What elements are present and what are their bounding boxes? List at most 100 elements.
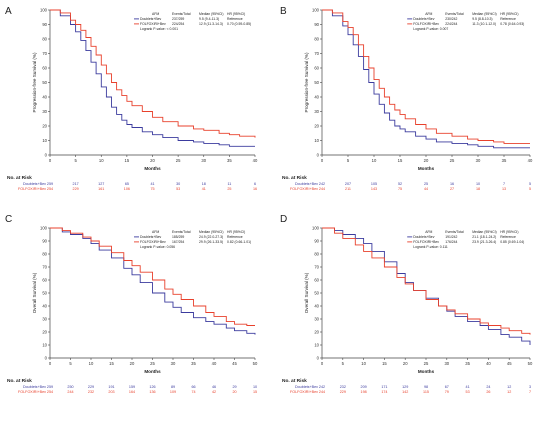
panel-b: B 0 10 20 30 40 50 60 70 80 90 100 0 5 10 15 20 25 30 35 40 P… <box>280 6 533 191</box>
y-tick-label: 100 <box>40 226 48 231</box>
y-axis-label: Progression-free Survival (%) <box>304 52 309 112</box>
y-axis-label: Overall Survival (%) <box>304 272 309 313</box>
x-tick-label: 10 <box>99 158 104 163</box>
y-tick-label: 0 <box>317 356 320 361</box>
risk-value: 75 <box>150 187 154 191</box>
panel-a: A 0 10 20 30 40 50 60 70 80 90 100 0 5 10 15 20 25 30 35 40 P… <box>5 6 258 191</box>
legend-cell: 0.70 (0.59-0.85) <box>227 22 251 26</box>
risk-value: 171 <box>381 385 387 389</box>
legend-header: Median (95%CI) <box>472 230 497 234</box>
x-tick-label: 15 <box>382 361 387 366</box>
risk-value: 13 <box>502 187 506 191</box>
x-tick-label: 35 <box>502 158 507 163</box>
risk-value: 44 <box>424 187 428 191</box>
x-tick-label: 0 <box>321 158 324 163</box>
risk-row-label: Doublets+Bev <box>23 182 46 186</box>
legend-cell: 224/244 <box>445 22 457 26</box>
y-tick-label: 100 <box>312 226 320 231</box>
risk-value: 109 <box>170 390 176 394</box>
legend-header: Events/Total <box>172 230 191 234</box>
y-tick-label: 90 <box>314 22 319 27</box>
legend: AFM Events/Total Median (95%CI) HR (95%CI) D… <box>134 12 251 31</box>
legend-cell: 237/259 <box>172 17 184 21</box>
x-tick-label: 20 <box>424 158 429 163</box>
legend-cell: 21.1 (18.1-24.2) <box>472 235 496 239</box>
y-tick-label: 70 <box>42 51 47 56</box>
x-tick-label: 5 <box>74 158 77 163</box>
risk-table-title: No. at Risk <box>282 175 307 181</box>
x-tick-label: 20 <box>150 158 155 163</box>
risk-value: 27 <box>450 187 454 191</box>
x-tick-label: 5 <box>69 361 72 366</box>
legend-cell: 230/242 <box>445 17 457 21</box>
panel-letter: D <box>280 214 287 225</box>
legend-cell: 23.9 (21.3-26.4) <box>472 240 496 244</box>
legend-header: HR (95%CI) <box>500 12 518 16</box>
risk-value: 46 <box>212 385 216 389</box>
risk-value: 41 <box>202 187 206 191</box>
risk-value: 12 <box>507 385 511 389</box>
risk-value: 29 <box>232 385 236 389</box>
x-tick-label: 20 <box>130 361 135 366</box>
legend-header: Events/Total <box>445 12 464 16</box>
legend-header: Median (95%CI) <box>199 230 224 234</box>
legend-header: Events/Total <box>445 230 464 234</box>
risk-value: 207 <box>345 182 351 186</box>
legend-cell: Reference <box>500 235 516 239</box>
risk-value: 244 <box>67 390 73 394</box>
risk-value: 159 <box>129 385 135 389</box>
x-tick-label: 35 <box>191 361 196 366</box>
legend-cell: 0.78 (0.64-0.93) <box>500 22 524 26</box>
risk-value: 6 <box>254 182 256 186</box>
risk-value: 67 <box>445 385 449 389</box>
legend-cell: 24.9 (22.0-27.3) <box>199 235 223 239</box>
risk-value: 232 <box>340 385 346 389</box>
risk-value: 242 <box>319 182 325 186</box>
x-tick-label: 0 <box>49 361 52 366</box>
km-curve-doublets <box>322 9 530 149</box>
legend-cell: Reference <box>227 17 243 21</box>
legend-header: HR (95%CI) <box>227 230 245 234</box>
legend-cell: 9.5 (9.4-11.3) <box>199 17 219 21</box>
risk-value: 74 <box>191 390 195 394</box>
panel-letter: A <box>5 6 12 17</box>
risk-table-title: No. at Risk <box>7 378 32 384</box>
y-tick-label: 20 <box>314 330 319 335</box>
risk-value: 229 <box>73 187 79 191</box>
risk-value: 79 <box>445 390 449 394</box>
risk-row-label: FOLFOXIRI+Bev <box>290 187 318 191</box>
risk-value: 10 <box>476 182 480 186</box>
risk-value: 18 <box>202 182 206 186</box>
x-tick-label: 40 <box>253 158 258 163</box>
y-tick-label: 60 <box>42 278 47 283</box>
risk-value: 106 <box>124 187 130 191</box>
y-tick-label: 50 <box>42 291 47 296</box>
y-tick-label: 90 <box>42 239 47 244</box>
risk-value: 5 <box>529 182 531 186</box>
risk-value: 16 <box>450 182 454 186</box>
y-tick-label: 60 <box>314 278 319 283</box>
x-tick-label: 5 <box>342 361 345 366</box>
x-tick-label: 30 <box>444 361 449 366</box>
x-tick-label: 15 <box>125 158 130 163</box>
risk-value: 30 <box>176 182 180 186</box>
risk-value: 65 <box>125 182 129 186</box>
y-tick-label: 100 <box>40 8 48 13</box>
risk-value: 126 <box>149 385 155 389</box>
y-tick-label: 0 <box>45 153 48 158</box>
legend-cell: Reference <box>227 235 243 239</box>
legend-header: HR (95%CI) <box>500 230 518 234</box>
x-tick-label: 45 <box>507 361 512 366</box>
risk-value: 209 <box>361 385 367 389</box>
y-tick-label: 30 <box>42 109 47 114</box>
y-tick-label: 20 <box>42 330 47 335</box>
x-tick-label: 40 <box>528 158 533 163</box>
x-tick-label: 25 <box>450 158 455 163</box>
legend-cell: 11.3 (10.1-12.0) <box>472 22 496 26</box>
y-tick-label: 80 <box>42 252 47 257</box>
risk-value: 161 <box>98 187 104 191</box>
legend-cell: 9.5 (8.8-10.3) <box>472 17 492 21</box>
legend-cell: Reference <box>500 17 516 21</box>
legend-header: AFM <box>425 230 432 234</box>
